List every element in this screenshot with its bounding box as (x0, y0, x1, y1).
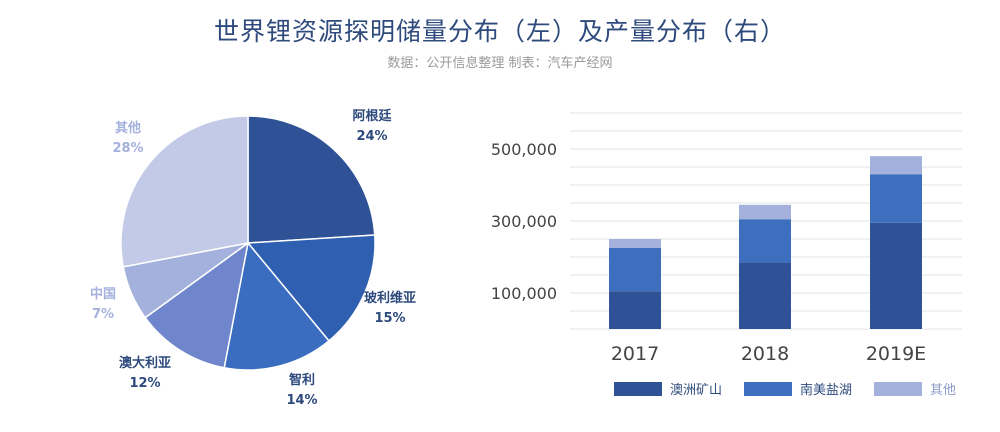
bar-segment (609, 291, 661, 329)
pie-slice-label: 其他 (115, 120, 141, 136)
pie-slice (144, 241, 250, 369)
y-tick-label: 100,000 (491, 284, 557, 303)
x-tick-label: 2018 (741, 343, 789, 365)
chart-source: 数据：公开信息整理 制表：汽车产经网 (387, 56, 613, 71)
pie-slice-label: 玻利维亚 (364, 290, 416, 306)
bar-segment (739, 219, 791, 263)
legend-swatch (874, 382, 922, 396)
pie-slice-percent: 12% (129, 376, 160, 391)
x-tick-label: 2019E (866, 343, 926, 365)
bar-segment (739, 204, 791, 220)
pie-slice (247, 115, 376, 244)
bar-segment (870, 174, 922, 223)
pie-slice-label: 阿根廷 (352, 108, 392, 124)
pie-slice-percent: 14% (286, 393, 317, 408)
pie-slice-label: 智利 (289, 372, 315, 388)
legend-label: 其他 (930, 383, 956, 398)
chart-title: 世界锂资源探明储量分布（左）及产量分布（右） (213, 17, 786, 46)
legend-swatch (744, 382, 792, 396)
bar-segment (870, 222, 922, 329)
x-tick-label: 2017 (611, 343, 659, 365)
legend-swatch (614, 382, 662, 396)
legend-label: 南美盐湖 (800, 382, 852, 398)
pie-slice-percent: 24% (356, 129, 387, 144)
bar-segment (609, 248, 661, 292)
pie-slice-percent: 7% (92, 307, 114, 322)
pie-slice-label: 澳大利亚 (119, 355, 171, 371)
legend-label: 澳洲矿山 (670, 382, 722, 398)
pie-slice-label: 中国 (90, 286, 116, 302)
pie-slice-percent: 15% (374, 311, 405, 326)
bar-segment (609, 239, 661, 248)
bar-segment (739, 262, 791, 329)
pie-chart: 阿根廷 24% 玻利维亚 15% 智利 14% 澳大利亚 12% 中国 7% 其他 28% (90, 108, 416, 408)
pie-slice (223, 241, 331, 371)
y-tick-label: 500,000 (491, 140, 557, 159)
bar-segment (870, 156, 922, 175)
y-tick-label: 300,000 (491, 212, 557, 231)
pie-slice-percent: 28% (112, 141, 143, 156)
pie-slice (246, 234, 376, 342)
pie-slice (120, 115, 249, 268)
